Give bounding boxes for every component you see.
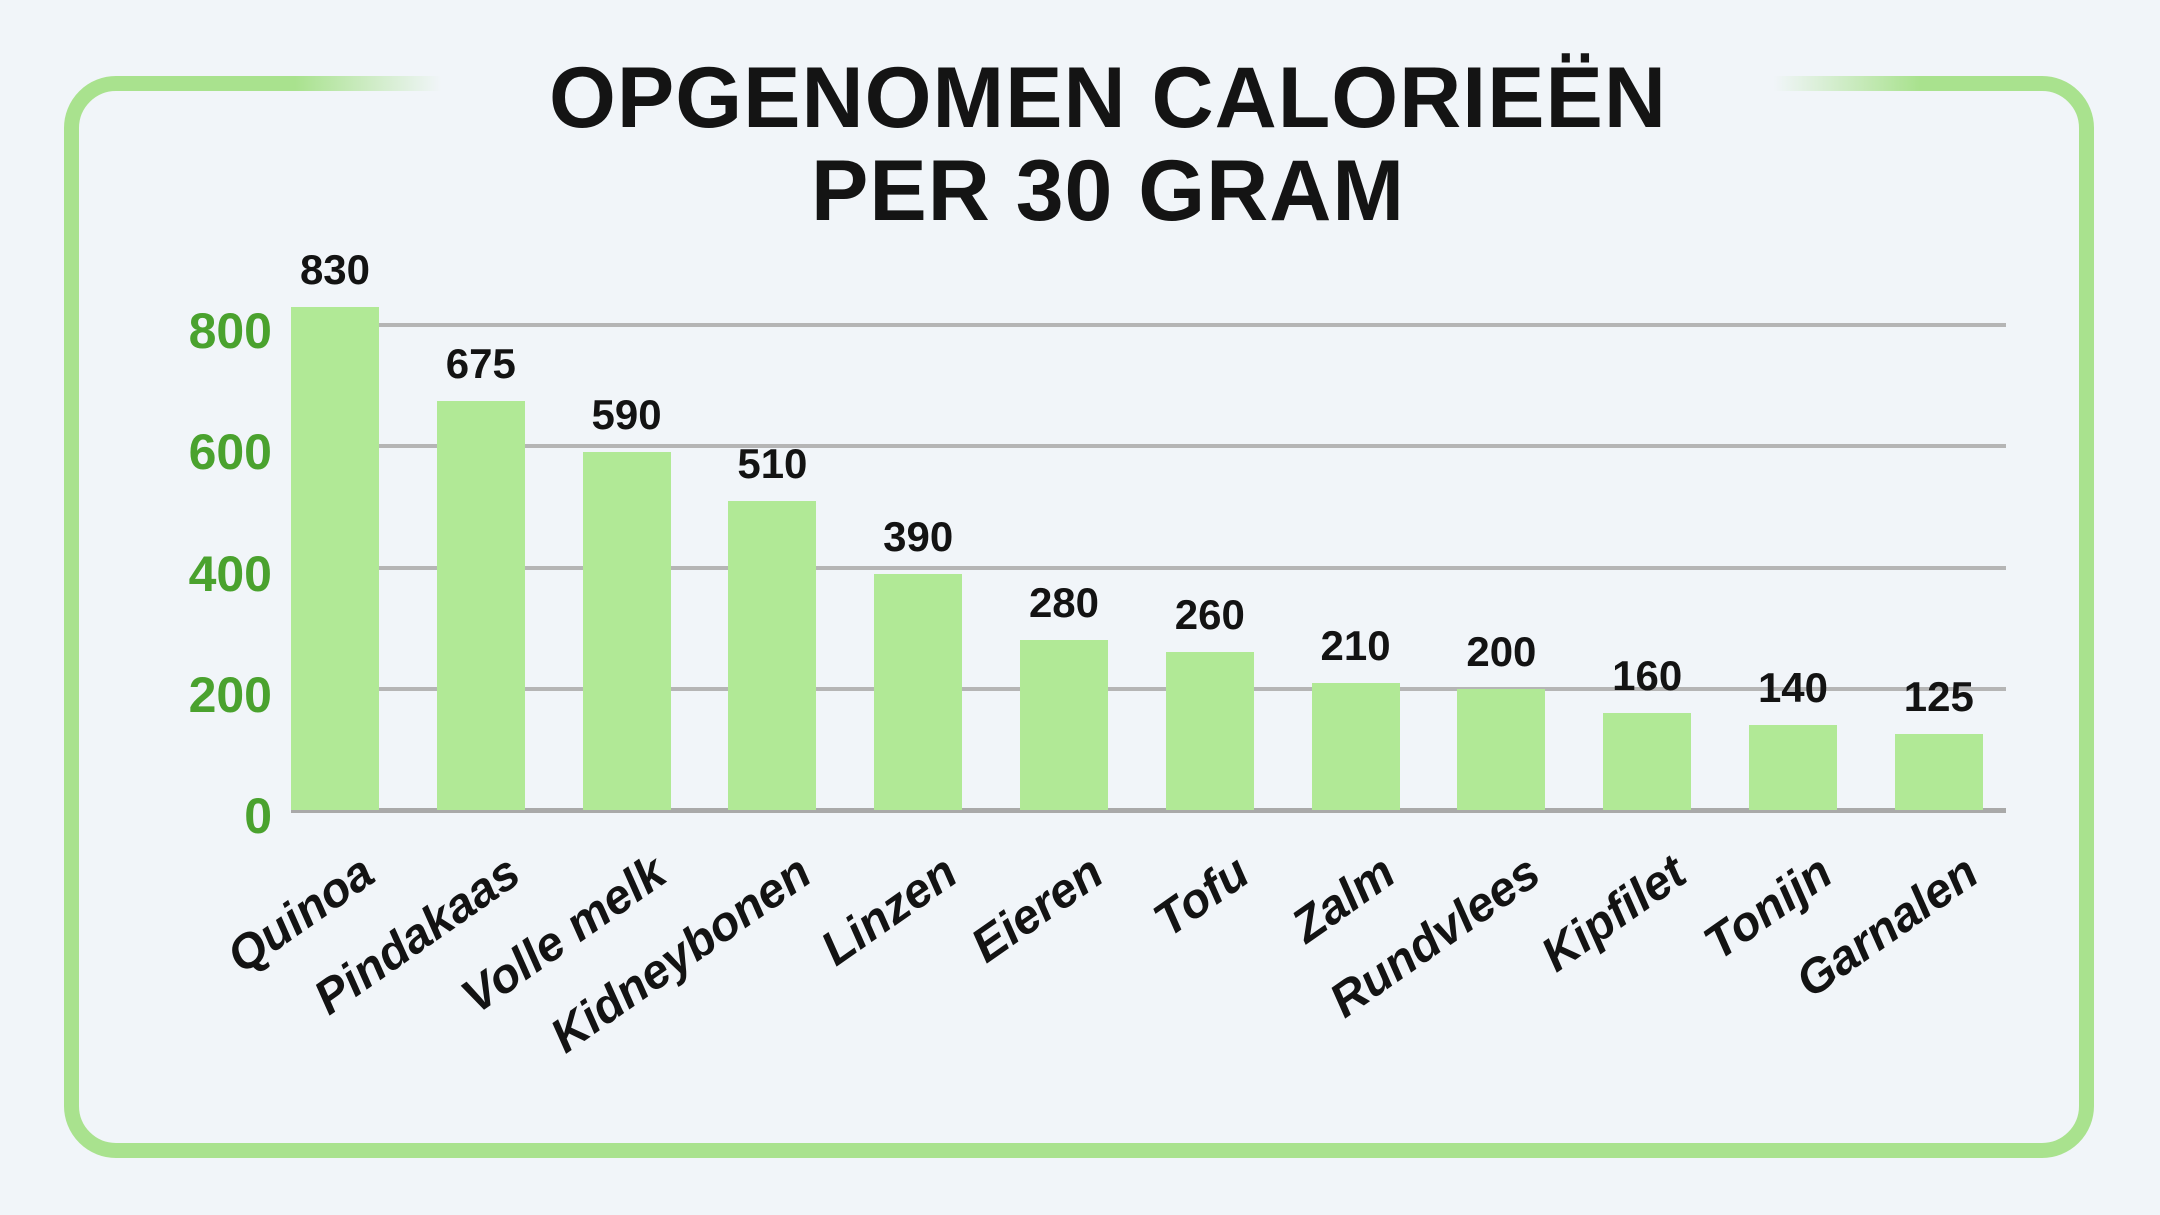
bar-value-label-pindakaas: 675 <box>445 339 516 387</box>
bar-kipfilet <box>1603 713 1692 810</box>
bar-value-label-rundvlees: 200 <box>1466 627 1537 675</box>
bar-value-label-eieren: 280 <box>1028 579 1100 627</box>
bar-linzen <box>874 573 963 810</box>
gridline-200 <box>291 686 2006 691</box>
bar-eieren <box>1020 640 1108 810</box>
chart-title-line-2: PER 30 GRAM <box>810 142 1406 239</box>
bar-volle-melk <box>582 452 671 810</box>
chart-title: OPGENOMEN CALORIEËN PER 30 GRAM <box>549 52 1667 238</box>
bar-value-label-quinoa: 830 <box>299 246 371 294</box>
gridline-400 <box>291 565 2006 570</box>
bar-value-label-kidneybonen: 510 <box>737 439 808 487</box>
bar-zalm <box>1311 682 1400 810</box>
bar-value-label-zalm: 210 <box>1320 621 1391 669</box>
bar-value-label-tonijn: 140 <box>1757 664 1829 712</box>
y-axis-tick-400: 400 <box>188 545 272 602</box>
gridline-600 <box>291 444 2006 449</box>
y-axis-tick-0: 0 <box>244 788 272 844</box>
frame-top-fade <box>295 68 1920 102</box>
bar-garnalen <box>1894 734 1983 810</box>
bar-kidneybonen <box>728 500 817 810</box>
y-axis-tick-800: 800 <box>188 303 272 360</box>
bar-rundvlees <box>1457 688 1546 810</box>
bar-value-label-volle-melk: 590 <box>591 391 662 439</box>
bar-value-label-tofu: 260 <box>1174 591 1245 639</box>
bar-pindakaas <box>436 400 525 810</box>
bar-tonijn <box>1749 725 1837 810</box>
bar-value-label-kipfilet: 160 <box>1612 652 1683 700</box>
chart-title-line-1: OPGENOMEN CALORIEËN <box>549 50 1667 146</box>
bar-value-label-garnalen: 125 <box>1903 673 1974 721</box>
gridline-0 <box>291 808 2006 813</box>
bar-quinoa <box>291 307 379 810</box>
bar-tofu <box>1165 652 1254 810</box>
y-axis-tick-600: 600 <box>188 424 272 481</box>
gridline-800 <box>291 323 2006 328</box>
bar-value-label-linzen: 390 <box>883 512 954 560</box>
y-axis-tick-200: 200 <box>188 666 272 723</box>
